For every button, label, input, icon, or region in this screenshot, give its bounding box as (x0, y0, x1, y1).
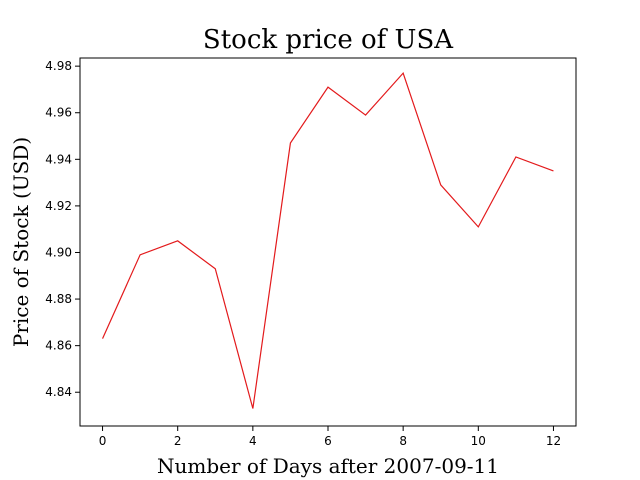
y-tick-label: 4.92 (45, 199, 72, 213)
y-tick-label: 4.98 (45, 59, 72, 73)
x-axis-label: Number of Days after 2007-09-11 (157, 454, 499, 478)
x-tick-label: 4 (249, 434, 257, 448)
plot-area-frame (79, 57, 577, 427)
chart-title: Stock price of USA (203, 25, 454, 55)
y-tick-label: 4.84 (45, 385, 72, 399)
x-tick-label: 2 (174, 434, 182, 448)
y-axis-label: Price of Stock (USD) (9, 137, 33, 347)
y-tick-label: 4.90 (45, 245, 72, 259)
x-tick-label: 10 (471, 434, 486, 448)
series-layer (102, 71, 554, 409)
x-tick-label: 6 (324, 434, 332, 448)
x-tick-label: 0 (99, 434, 107, 448)
x-axis-ticks: 0 2 4 6 8 10 12 (99, 426, 561, 448)
y-tick-label: 4.96 (45, 106, 72, 120)
series-line-0 (102, 71, 554, 409)
y-tick-label: 4.88 (45, 292, 72, 306)
x-tick-label: 8 (399, 434, 407, 448)
x-tick-label: 12 (546, 434, 561, 448)
y-tick-label: 4.86 (45, 339, 72, 353)
y-axis-ticks: 4.84 4.86 4.88 4.90 4.92 4.94 4.96 4.98 (45, 59, 80, 399)
y-tick-label: 4.94 (45, 152, 72, 166)
